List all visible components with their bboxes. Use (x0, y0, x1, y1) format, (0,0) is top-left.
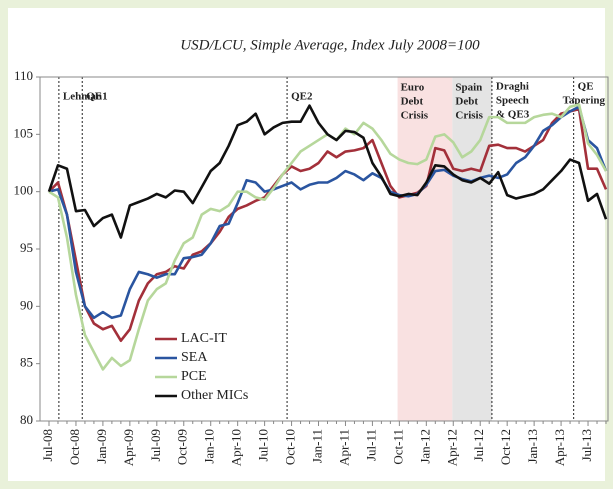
x-tick-label: Jan-10 (202, 429, 217, 464)
x-tick-label: Oct-09 (175, 429, 190, 465)
x-tick-label: Apr-10 (229, 429, 244, 466)
y-tick-label: 80 (20, 412, 33, 427)
series-line (48, 105, 608, 320)
y-tick-label: 105 (14, 125, 34, 140)
event-label: QE (578, 81, 594, 93)
chart-panel (8, 8, 605, 481)
x-tick-label: Apr-12 (444, 429, 459, 466)
event-label: QE2 (291, 91, 313, 103)
x-tick-label: Apr-11 (336, 429, 351, 466)
x-tick-label: Jul-13 (579, 429, 594, 462)
event-label: Draghi (496, 81, 529, 93)
y-tick-label: 95 (20, 240, 33, 255)
x-tick-label: Oct-10 (283, 429, 298, 465)
y-tick-label: 100 (14, 183, 34, 198)
x-tick-label: Jul-09 (148, 429, 163, 462)
event-label: Speech (496, 95, 529, 107)
x-tick-label: Apr-09 (121, 429, 136, 466)
y-tick-label: 90 (20, 297, 33, 312)
x-tick-label: Oct-11 (390, 429, 405, 465)
x-tick-label: Apr-13 (552, 429, 567, 466)
x-tick-label: Jul-11 (363, 429, 378, 461)
series-line (48, 107, 608, 343)
x-tick-label: Oct-08 (67, 429, 82, 465)
event-label: QE1 (86, 91, 107, 103)
event-label: & QE3 (496, 109, 530, 121)
span-label: Debt (401, 96, 424, 108)
legend-label: Other MICs (181, 388, 248, 403)
series-line (47, 104, 608, 239)
span-label: Debt (455, 96, 478, 108)
x-tick-label: Jul-12 (471, 429, 486, 462)
chart-subtitle: USD/LCU, Simple Average, Index July 2008… (180, 37, 480, 53)
span-label: Crisis (401, 110, 429, 122)
x-tick-label: Jul-08 (40, 429, 55, 462)
x-tick-label: Jul-10 (256, 429, 271, 462)
y-tick-label: 110 (14, 68, 33, 83)
legend-label: SEA (181, 350, 208, 365)
event-label: Lehman (63, 91, 102, 103)
y-tick-label: 85 (20, 355, 33, 370)
x-tick-label: Jan-09 (94, 429, 109, 464)
x-tick-label: Jan-13 (525, 429, 540, 464)
event-span (452, 77, 492, 421)
event-span (397, 77, 453, 421)
legend-label: LAC-IT (181, 331, 227, 346)
legend-label: PCE (181, 369, 207, 384)
event-label: Tapering (563, 95, 606, 107)
span-label: Euro (401, 82, 425, 94)
x-tick-label: Oct-12 (498, 429, 513, 465)
span-label: Crisis (455, 110, 483, 122)
span-label: Spain (455, 82, 482, 94)
x-tick-label: Jan-12 (417, 429, 432, 464)
x-tick-label: Jan-11 (310, 429, 325, 463)
